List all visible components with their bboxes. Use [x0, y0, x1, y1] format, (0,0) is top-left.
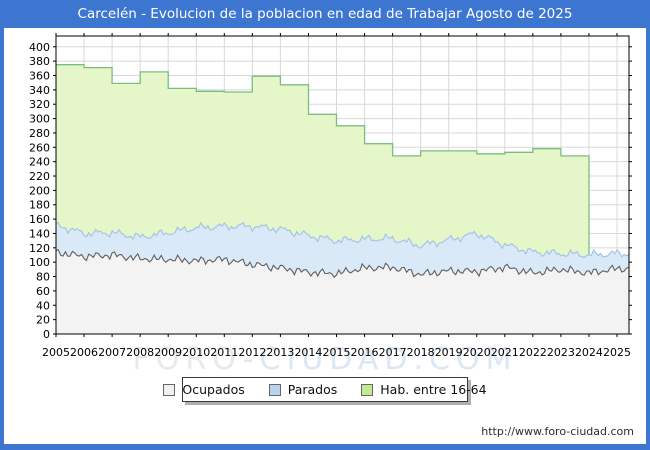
- x-axis-tick-label: 2011: [210, 346, 238, 359]
- y-axis-tick-label: 100: [29, 256, 50, 269]
- y-axis-tick-label: 180: [29, 199, 50, 212]
- x-axis-tick-label: 2005: [42, 346, 70, 359]
- y-axis-tick-label: 340: [29, 84, 50, 97]
- x-axis-tick-label: 2024: [575, 346, 603, 359]
- y-axis-tick-label: 360: [29, 69, 50, 82]
- chart-plot: 0204060801001201401601802002202402602803…: [29, 33, 632, 359]
- legend-swatch: [361, 383, 374, 396]
- y-axis-tick-label: 80: [36, 271, 50, 284]
- x-axis-tick-label: 2017: [379, 346, 407, 359]
- x-axis-tick-label: 2008: [126, 346, 154, 359]
- y-axis-tick-label: 240: [29, 156, 50, 169]
- page-title: Carcelén - Evolucion de la poblacion en …: [77, 6, 573, 22]
- series: [55, 64, 629, 334]
- legend-label: Ocupados: [182, 382, 245, 397]
- x-axis-tick-label: 2006: [70, 346, 98, 359]
- y-axis-tick-label: 40: [36, 299, 50, 312]
- y-axis-tick-label: 320: [29, 98, 50, 111]
- y-axis-tick-label: 400: [29, 41, 50, 54]
- series-hab-16-64-line: [56, 64, 590, 334]
- x-axis-tick-label: 2020: [463, 346, 491, 359]
- y-axis-tick-label: 120: [29, 242, 50, 255]
- watermark-ciudad: -CIUDAD.COM: [242, 342, 518, 377]
- legend-swatch: [268, 383, 281, 396]
- y-axis-tick-label: 200: [29, 184, 50, 197]
- footer-url: http://www.foro-ciudad.com: [481, 425, 634, 438]
- legend-label: Parados: [287, 382, 338, 397]
- x-axis-tick-label: 2025: [603, 346, 631, 359]
- y-axis-tick-label: 20: [36, 314, 50, 327]
- x-axis-tick-label: 2014: [294, 346, 322, 359]
- legend-item: Ocupados: [163, 382, 245, 397]
- y-axis-tick-label: 0: [43, 328, 50, 341]
- y-axis-tick-label: 60: [36, 285, 50, 298]
- y-axis-tick-label: 140: [29, 227, 50, 240]
- plot-border: [53, 33, 632, 337]
- chart-canvas: FORO-CIUDAD.COM 0 20 40 60 80 100 120 140 160 180…: [4, 28, 646, 444]
- watermark: FORO-CIUDAD.COM: [133, 342, 518, 377]
- axis-labels: 0204060801001201401601802002202402602803…: [29, 41, 631, 359]
- x-axis-tick-label: 2012: [238, 346, 266, 359]
- y-axis-tick-label: 160: [29, 213, 50, 226]
- y-axis-tick-label: 280: [29, 127, 50, 140]
- x-axis-tick-label: 2018: [407, 346, 435, 359]
- x-axis-tick-label: 2007: [98, 346, 126, 359]
- x-axis-tick-label: 2016: [351, 346, 379, 359]
- series-ocupados-line: [55, 249, 629, 279]
- series-parados-line: [55, 221, 629, 259]
- legend-swatch: [163, 383, 176, 396]
- legend-item: Hab. entre 16-64: [361, 382, 487, 397]
- x-axis-tick-label: 2022: [519, 346, 547, 359]
- legend-label: Hab. entre 16-64: [380, 382, 487, 397]
- x-axis-tick-label: 2010: [182, 346, 210, 359]
- legend-item: Parados: [268, 382, 338, 397]
- y-axis-tick-label: 300: [29, 113, 50, 126]
- x-axis-tick-label: 2019: [435, 346, 463, 359]
- y-axis-tick-label: 380: [29, 55, 50, 68]
- x-axis-tick-label: 2013: [266, 346, 294, 359]
- legend: Ocupados Parados Hab. entre 16-64: [163, 377, 487, 402]
- x-axis-tick-label: 2021: [491, 346, 519, 359]
- watermark-foro: FORO: [132, 342, 243, 377]
- x-axis-tick-label: 2009: [154, 346, 182, 359]
- x-axis-tick-label: 2015: [323, 346, 351, 359]
- x-axis-tick-label: 2023: [547, 346, 575, 359]
- title-bar: Carcelén - Evolucion de la poblacion en …: [0, 0, 650, 28]
- y-axis-tick-label: 260: [29, 141, 50, 154]
- y-axis-tick-label: 220: [29, 170, 50, 183]
